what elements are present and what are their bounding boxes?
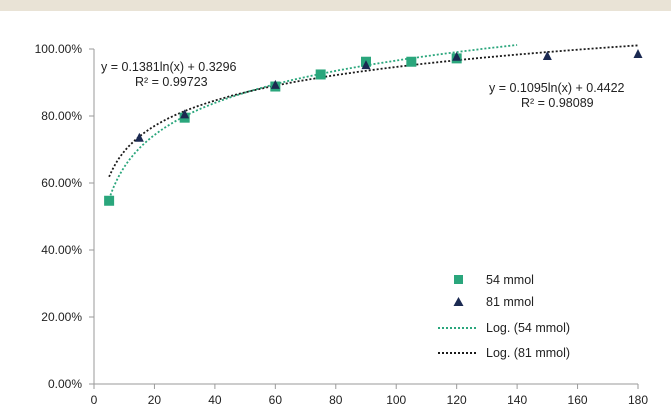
axes: 0.00% 20.00% 40.00% 60.00% 80.00% 100.00% 0 20 4… (35, 42, 649, 407)
legend-marker-54 (454, 275, 463, 284)
x-tick-label: 100 (386, 393, 406, 407)
legend-label-log81: Log. (81 mmol) (486, 346, 570, 360)
point-54-mmol (406, 56, 417, 67)
x-tick-label: 180 (628, 393, 648, 407)
point-81-mmol (270, 79, 280, 89)
equation-54: y = 0.1381ln(x) + 0.3296 (101, 60, 237, 74)
trendline-54 (108, 44, 518, 200)
trendline-equation-54: y = 0.1381ln(x) + 0.3296 R² = 0.99723 (101, 60, 237, 89)
point-81-mmol (180, 109, 190, 119)
point-81-mmol (361, 60, 371, 70)
legend-label-81: 81 mmol (486, 295, 534, 309)
legend-label-54: 54 mmol (486, 273, 534, 287)
x-tick-label: 60 (269, 393, 283, 407)
point-81-mmol (134, 132, 144, 142)
x-tick-label: 160 (568, 393, 588, 407)
y-tick-label: 0.00% (48, 377, 82, 391)
point-81-mmol (452, 51, 462, 61)
top-band (0, 0, 671, 11)
trendline-equation-81: y = 0.1095ln(x) + 0.4422 R² = 0.98089 (489, 81, 625, 110)
r2-81: R² = 0.98089 (521, 96, 594, 110)
r2-54: R² = 0.99723 (135, 75, 208, 89)
trendlines (108, 44, 639, 200)
x-tick-label: 140 (507, 393, 527, 407)
x-tick-label: 120 (447, 393, 467, 407)
point-81-mmol (542, 51, 552, 61)
x-tick-label: 40 (208, 393, 222, 407)
trendline-81 (108, 44, 639, 178)
y-tick-label: 40.00% (41, 243, 82, 257)
data-points (104, 49, 643, 206)
legend: 54 mmol 81 mmol Log. (54 mmol) Log. (81 … (438, 273, 570, 360)
y-tick-label: 60.00% (41, 176, 82, 190)
legend-marker-81 (453, 297, 464, 306)
point-81-mmol (633, 49, 643, 59)
y-tick-label: 100.00% (35, 42, 83, 56)
x-tick-label: 20 (148, 393, 162, 407)
point-54-mmol (104, 195, 115, 206)
x-tick-label: 80 (329, 393, 343, 407)
point-54-mmol (315, 69, 326, 80)
legend-label-log54: Log. (54 mmol) (486, 321, 570, 335)
x-tick-label: 0 (91, 393, 98, 407)
y-tick-label: 20.00% (41, 310, 82, 324)
equation-81: y = 0.1095ln(x) + 0.4422 (489, 81, 625, 95)
y-tick-label: 80.00% (41, 109, 82, 123)
